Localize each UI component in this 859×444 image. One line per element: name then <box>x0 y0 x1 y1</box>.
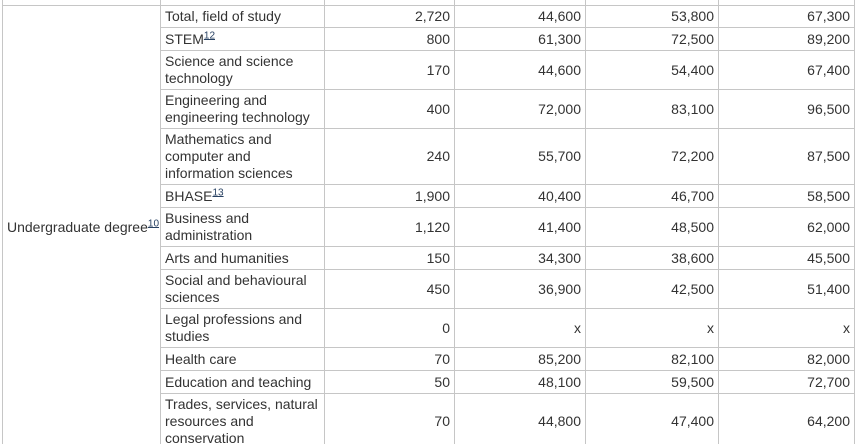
table-row: BHASE13 1,900 40,400 46,700 58,500 <box>3 184 855 208</box>
field-label: Legal professions and studies <box>165 311 302 344</box>
table-row: Business and administration 1,120 41,400… <box>3 207 855 247</box>
value-cell: 44,800 <box>454 393 586 444</box>
value-cell: 67,300 <box>718 5 855 28</box>
value-cell: x <box>585 308 719 348</box>
value-cell: 54,400 <box>585 50 719 90</box>
value-cell: 38,600 <box>585 246 719 270</box>
value-cell: 800 <box>324 27 455 51</box>
field-label: Trades, services, natural resources and … <box>165 396 318 444</box>
value-cell: x <box>718 308 855 348</box>
value-cell: 85,200 <box>454 347 586 371</box>
field-label: Social and behavioural sciences <box>165 272 307 305</box>
footnote-10-sup: 10 <box>148 218 159 229</box>
value-cell: 47,400 <box>585 393 719 444</box>
field-label: STEM <box>165 30 204 47</box>
value-cell: 48,500 <box>585 207 719 247</box>
field-of-study-cell: STEM12 <box>160 27 325 51</box>
table-row: Education and teaching 50 48,100 59,500 … <box>3 370 855 394</box>
row-group-label: Undergraduate degree <box>7 219 148 235</box>
value-cell: 55,700 <box>454 128 586 185</box>
field-of-study-cell: BHASE13 <box>160 184 325 208</box>
field-of-study-cell: Arts and humanities <box>160 246 325 270</box>
value-cell: 62,000 <box>718 207 855 247</box>
value-cell: 72,200 <box>585 128 719 185</box>
field-of-study-cell: Mathematics and computer and information… <box>160 128 325 185</box>
value-cell: 34,300 <box>454 246 586 270</box>
value-cell: 87,500 <box>718 128 855 185</box>
footnote-13-link[interactable]: 13 <box>212 186 224 198</box>
field-label: Health care <box>165 350 237 367</box>
value-cell: 51,400 <box>718 269 855 309</box>
value-cell: 89,200 <box>718 27 855 51</box>
value-cell: 70 <box>324 347 455 371</box>
field-label: Arts and humanities <box>165 249 289 266</box>
field-of-study-cell: Education and teaching <box>160 370 325 394</box>
value-cell: 72,700 <box>718 370 855 394</box>
field-label: Science and science technology <box>165 53 294 86</box>
footnote-10-link[interactable]: 10 <box>147 218 160 230</box>
footnote-12-link[interactable]: 12 <box>203 29 216 41</box>
field-of-study-cell: Total, field of study <box>160 5 325 28</box>
value-cell: 46,700 <box>585 184 719 208</box>
value-cell: 72,500 <box>585 27 719 51</box>
value-cell: 50 <box>324 370 455 394</box>
table-row: Health care 70 85,200 82,100 82,000 <box>3 347 855 371</box>
field-of-study-cell: Business and administration <box>160 207 325 247</box>
field-label: Education and teaching <box>165 373 312 390</box>
field-label: Business and administration <box>165 210 253 243</box>
value-cell: 83,100 <box>585 89 719 129</box>
value-cell: 96,500 <box>718 89 855 129</box>
value-cell: 82,100 <box>585 347 719 371</box>
value-cell: 1,120 <box>324 207 455 247</box>
row-group-header-cell: Undergraduate degree10 <box>2 5 161 444</box>
value-cell: x <box>454 308 586 348</box>
table-row: Trades, services, natural resources and … <box>3 393 855 444</box>
table-row: Engineering and engineering technology 4… <box>3 89 855 129</box>
table-row: Mathematics and computer and information… <box>3 128 855 185</box>
value-cell: 44,600 <box>454 5 586 28</box>
field-of-study-cell: Health care <box>160 347 325 371</box>
footnote-13-sup: 13 <box>212 187 223 198</box>
field-of-study-cell: Trades, services, natural resources and … <box>160 393 325 444</box>
value-cell: 82,000 <box>718 347 855 371</box>
footnote-12-sup: 12 <box>204 30 215 41</box>
value-cell: 450 <box>324 269 455 309</box>
value-cell: 44,600 <box>454 50 586 90</box>
field-of-study-cell: Social and behavioural sciences <box>160 269 325 309</box>
value-cell: 70 <box>324 393 455 444</box>
value-cell: 0 <box>324 308 455 348</box>
value-cell: 2,720 <box>324 5 455 28</box>
value-cell: 67,400 <box>718 50 855 90</box>
value-cell: 240 <box>324 128 455 185</box>
value-cell: 59,500 <box>585 370 719 394</box>
value-cell: 64,200 <box>718 393 855 444</box>
value-cell: 48,100 <box>454 370 586 394</box>
field-of-study-cell: Science and science technology <box>160 50 325 90</box>
field-label: Total, field of study <box>165 8 281 24</box>
value-cell: 150 <box>324 246 455 270</box>
value-cell: 41,400 <box>454 207 586 247</box>
value-cell: 36,900 <box>454 269 586 309</box>
value-cell: 1,900 <box>324 184 455 208</box>
table-row: Arts and humanities 150 34,300 38,600 45… <box>3 246 855 270</box>
value-cell: 170 <box>324 50 455 90</box>
value-cell: 58,500 <box>718 184 855 208</box>
field-of-study-cell: Legal professions and studies <box>160 308 325 348</box>
table-row: Undergraduate degree10 Total, field of s… <box>2 5 855 444</box>
value-cell: 400 <box>324 89 455 129</box>
value-cell: 72,000 <box>454 89 586 129</box>
field-label: Mathematics and computer and information… <box>165 131 293 181</box>
field-label: BHASE <box>165 187 213 204</box>
table-row: Legal professions and studies 0 x x x <box>3 308 855 348</box>
value-cell: 53,800 <box>585 5 719 28</box>
table-row: Science and science technology 170 44,60… <box>3 50 855 90</box>
value-cell: 40,400 <box>454 184 586 208</box>
clipped-row-top <box>2 0 855 6</box>
value-cell: 61,300 <box>454 27 586 51</box>
field-label: Engineering and engineering technology <box>165 92 310 125</box>
field-of-study-cell: Engineering and engineering technology <box>160 89 325 129</box>
value-cell: 42,500 <box>585 269 719 309</box>
value-cell: 45,500 <box>718 246 855 270</box>
